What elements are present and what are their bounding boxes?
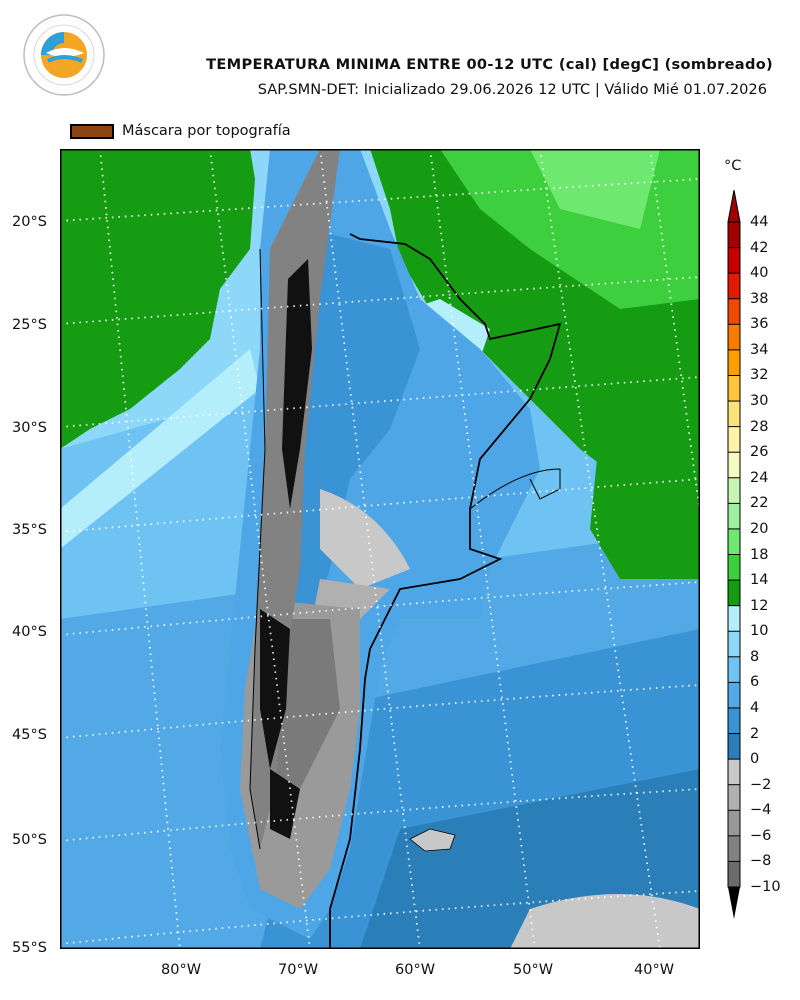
colorbar-segment (728, 452, 740, 479)
topo-mask-north (282, 259, 312, 509)
map-title: TEMPERATURA MINIMA ENTRE 00-12 UTC (cal)… (206, 56, 773, 73)
colorbar-tick-label: 30 (750, 393, 769, 410)
colorbar-tick-label: 22 (750, 495, 769, 512)
colorbar-segment (728, 247, 740, 274)
colorbar-extend-bottom (728, 887, 740, 919)
map-frame-border (60, 149, 700, 949)
lon-label-50w: 50°W (513, 962, 554, 978)
colorbar-tick-label: 40 (750, 265, 769, 282)
lon-label-70w: 70°W (278, 962, 319, 978)
colorbar-tick-label: 4 (750, 699, 760, 716)
colorbar-segment (728, 580, 740, 607)
colorbar-segment (728, 631, 740, 658)
topography-mask-label: Máscara por topografía (122, 123, 291, 139)
lon-label-60w: 60°W (395, 962, 436, 978)
colorbar-tick-label: 34 (750, 341, 769, 358)
falkland-islands (409, 828, 456, 852)
colorbar-tick-label: 18 (750, 546, 769, 563)
colorbar-segment (728, 835, 740, 862)
lat-label-25s: 25°S (12, 317, 47, 333)
colorbar-extend-top (727, 190, 741, 223)
colorbar-segment (728, 503, 740, 530)
topography-mask-legend: Máscara por topografía (70, 121, 291, 141)
colorbar-segment (728, 733, 740, 760)
temperature-map (60, 149, 700, 949)
colorbar-segment (728, 861, 740, 888)
colorbar-tick-label: 32 (750, 367, 769, 384)
colorbar-segment (728, 605, 740, 632)
colorbar-tick-label: 2 (750, 725, 760, 742)
temperature-map-svg (60, 149, 700, 949)
colorbar-tick-label: 12 (750, 597, 769, 614)
map-subtitle: SAP.SMN-DET: Inicializado 29.06.2026 12 … (257, 81, 767, 98)
colorbar-tick-label: 28 (750, 418, 769, 435)
colorbar-segment (728, 784, 740, 811)
uruguay-border (469, 468, 561, 510)
lat-label-50s: 50°S (12, 832, 47, 848)
central-gray-region (320, 489, 410, 589)
pacific-cyan-band (60, 349, 260, 549)
argentina-border (329, 233, 562, 949)
colorbar-segment (728, 682, 740, 709)
colorbar-segment (728, 528, 740, 555)
topography-mask-swatch (70, 123, 114, 139)
colorbar-tick-label: 36 (750, 316, 769, 333)
lat-label-55s: 55°S (12, 940, 47, 956)
ocean-cold-patch (510, 894, 700, 949)
colorbar-segment (728, 401, 740, 428)
colorbar-tick-label: −6 (750, 827, 772, 844)
colorbar-segment (728, 349, 740, 376)
colorbar-segment (728, 273, 740, 300)
topo-mask-patagonia (270, 769, 300, 839)
lon-label-80w: 80°W (161, 962, 202, 978)
colorbar-segment (728, 554, 740, 581)
south-brazil-warm (590, 339, 700, 579)
colorbar-tick-label: 42 (750, 239, 769, 256)
colorbar-segment (728, 298, 740, 325)
colorbar-segment (728, 222, 740, 249)
colorbar-tick-label: 26 (750, 444, 769, 461)
colorbar-tick-label: −4 (750, 802, 772, 819)
colorbar-segment (728, 810, 740, 837)
colorbar-tick-label: 10 (750, 623, 769, 640)
colorbar-tick-label: 8 (750, 648, 760, 665)
colorbar-unit: °C (724, 158, 742, 174)
colorbar-tick-label: 20 (750, 520, 769, 537)
colorbar-segment (728, 759, 740, 786)
lon-label-40w: 40°W (634, 962, 675, 978)
brazil-light-green (530, 149, 660, 229)
lat-label-40s: 40°S (12, 624, 47, 640)
graticule (60, 149, 700, 949)
colorbar-segment (728, 707, 740, 735)
lat-label-45s: 45°S (12, 727, 47, 743)
colorbar-segment (728, 426, 740, 453)
topo-mask-south (260, 609, 290, 769)
colorbar-segment (728, 324, 740, 351)
colorbar-tick-label: 24 (750, 469, 769, 486)
colorbar-tick-label: 14 (750, 572, 769, 589)
lat-label-30s: 30°S (12, 420, 47, 436)
lat-label-20s: 20°S (12, 214, 47, 230)
colorbar-tick-label: 38 (750, 290, 769, 307)
colorbar-tick-label: 6 (750, 674, 760, 691)
colorbar-segment (728, 477, 740, 504)
colorbar-tick-label: 44 (750, 214, 769, 230)
colorbar-tick-label: −2 (750, 776, 772, 793)
smn-logo (22, 13, 106, 97)
colorbar-tick-label: −8 (750, 853, 772, 870)
colorbar-segment (728, 375, 740, 402)
colorbar-tick-label: 0 (750, 751, 760, 768)
colorbar-tick-label: −10 (750, 879, 781, 895)
chile-border (249, 248, 266, 850)
pacific-warm-region (60, 149, 255, 449)
lat-label-35s: 35°S (12, 522, 47, 538)
colorbar-segment (728, 656, 740, 683)
colorbar (727, 190, 741, 919)
